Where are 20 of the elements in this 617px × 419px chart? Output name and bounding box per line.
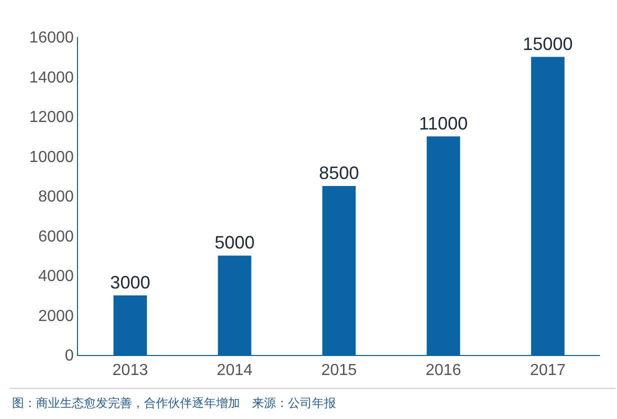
data-label: 5000 — [214, 232, 255, 253]
y-tick-label: 6000 — [38, 228, 74, 246]
x-tick-label: 2013 — [112, 362, 148, 380]
y-tick-label: 2000 — [38, 308, 74, 325]
y-tick-label: 12000 — [29, 109, 74, 126]
y-tick-label: 8000 — [38, 188, 74, 206]
x-tick-label: 2015 — [321, 362, 357, 380]
y-tick-label: 14000 — [29, 69, 74, 86]
data-label: 11000 — [419, 113, 468, 134]
data-label: 8500 — [318, 163, 360, 184]
data-label: 15000 — [522, 34, 573, 54]
y-tick-label: 4000 — [38, 268, 74, 286]
text: 图：商业生态愈发完善，合作伙伴逐年增加 来源：公司年报 — [12, 396, 336, 410]
y-tick-label: 10000 — [29, 148, 74, 166]
y-tick-label: 16000 — [29, 30, 74, 47]
x-tick-label: 2016 — [426, 362, 462, 380]
x-tick-label: 2014 — [216, 362, 252, 380]
data-label: 3000 — [110, 272, 150, 292]
x-tick-label: 2017 — [530, 362, 566, 380]
y-tick-label: 0 — [64, 348, 74, 365]
